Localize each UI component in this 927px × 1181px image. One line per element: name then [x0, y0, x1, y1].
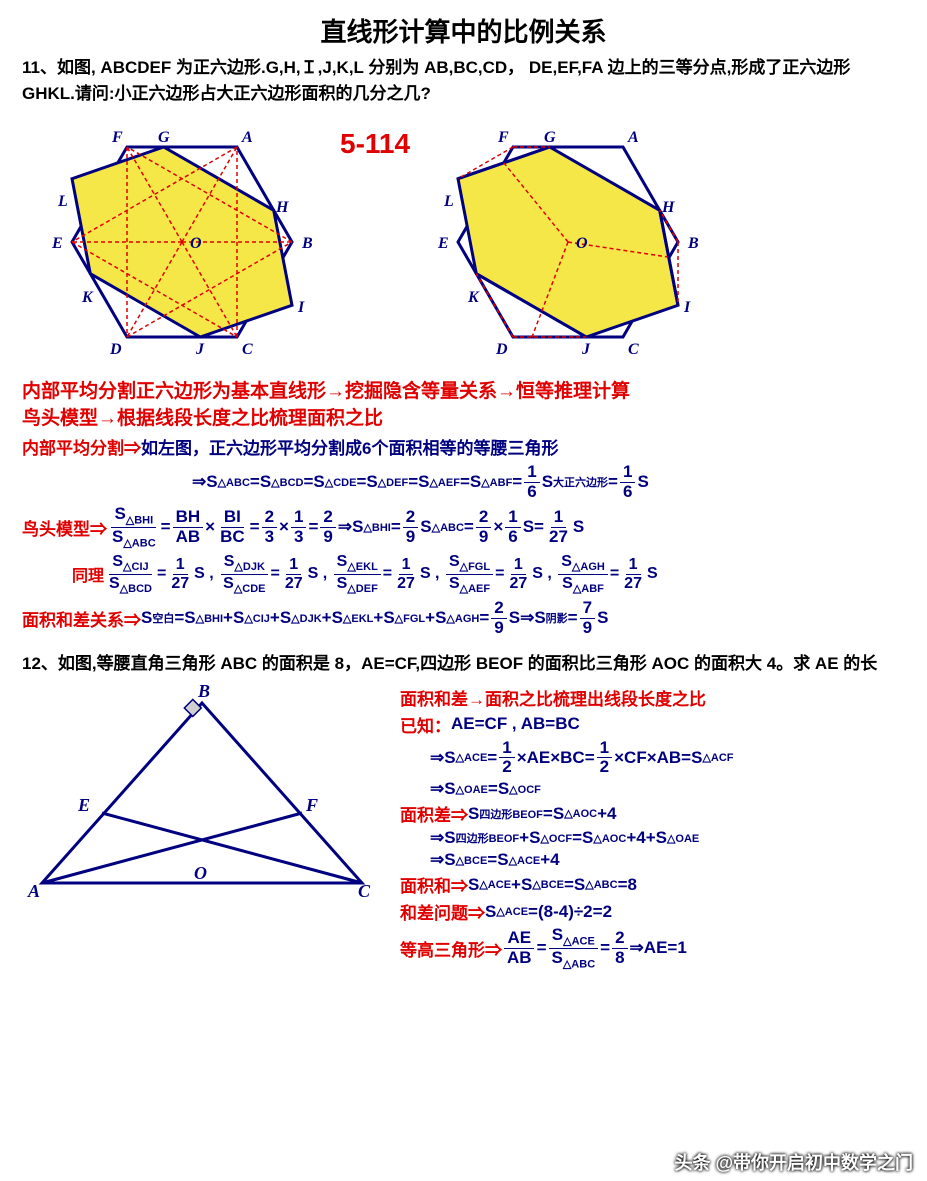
split-head: 内部平均分割⇒: [22, 434, 141, 459]
page-code: 5-114: [340, 128, 410, 160]
svg-text:D: D: [109, 341, 122, 358]
svg-text:L: L: [443, 193, 454, 210]
svg-text:C: C: [358, 881, 371, 901]
p12-l7: 面积和⇒ S△ACE +S△BCE =S△ABC =8: [400, 872, 905, 897]
p12-l8: 和差问题⇒ S△ACE =(8-4)÷2=2: [400, 899, 905, 924]
svg-text:L: L: [57, 193, 68, 210]
figure-row-11: A B C D E F G H I J K L O 5-114: [42, 112, 905, 372]
svg-text:B: B: [301, 235, 313, 252]
hexagon-left: A B C D E F G H I J K L O: [42, 112, 322, 372]
watermark: 头条 @带你开启初中数学之门: [674, 1149, 913, 1175]
svg-text:E: E: [437, 235, 449, 252]
p12-l4: ⇒S△OAE =S△OCF: [430, 779, 905, 799]
strategy-1: 内部平均分割正六边形为基本直线形→挖掘隐含等量关系→恒等推理计算: [22, 376, 905, 403]
bird-line: 鸟头模型⇒ S△BHIS△ABC = BHAB × BIBC = 23 × 13…: [22, 505, 905, 549]
svg-text:J: J: [195, 341, 205, 358]
p12-l5c: ⇒S△BCE =S△ACE+4: [430, 850, 905, 870]
svg-text:E: E: [51, 235, 63, 252]
strategy-2: 鸟头模型→根据线段长度之比梳理面积之比: [22, 403, 905, 430]
svg-text:A: A: [241, 129, 253, 146]
svg-text:D: D: [495, 341, 508, 358]
p12-l2: 已知：AE=CF , AB=BC: [400, 712, 905, 737]
svg-text:F: F: [305, 795, 318, 815]
hexagon-right: A B C D E F G H I J K L O: [428, 112, 708, 372]
svg-text:K: K: [81, 289, 94, 306]
svg-text:C: C: [628, 341, 639, 358]
svg-text:H: H: [661, 199, 675, 216]
svg-text:B: B: [197, 683, 210, 701]
p12-l9: 等高三角形⇒ AEAB = S△ACES△ABC = 28 ⇒AE=1: [400, 926, 905, 970]
svg-text:B: B: [687, 235, 699, 252]
problem-12-text: 12、如图,等腰直角三角形 ABC 的面积是 8，AE=CF,四边形 BEOF …: [22, 651, 905, 677]
p12-l5b: ⇒S四边形BEOF +S△OCF =S△AOC +4+S△OAE: [430, 828, 905, 848]
split-line: 内部平均分割⇒ 如左图，正六边形平均分割成6个面积相等的等腰三角形: [22, 434, 905, 459]
svg-text:H: H: [275, 199, 289, 216]
svg-text:A: A: [627, 129, 639, 146]
svg-text:I: I: [297, 299, 305, 316]
split-tail: 如左图，正六边形平均分割成6个面积相等的等腰三角形: [141, 434, 558, 459]
eq-six-equal: ⇒S△ABC =S△BCD =S△CDE =S△DEF =S△AEF =S△AB…: [192, 463, 905, 501]
svg-text:G: G: [544, 129, 556, 146]
svg-text:F: F: [111, 129, 123, 146]
triangle-figure: B A C E F O: [22, 683, 382, 903]
page-title: 直线形计算中的比例关系: [22, 12, 905, 49]
svg-text:J: J: [581, 341, 591, 358]
svg-text:O: O: [190, 235, 202, 252]
svg-text:O: O: [194, 863, 207, 883]
svg-text:C: C: [242, 341, 253, 358]
area-rel-line: 面积和差关系⇒ S空白 =S△BHI +S△CIJ +S△DJK +S△EKL …: [22, 599, 905, 637]
problem-12-row: B A C E F O 面积和差→面积之比梳理出线段长度之比 已知：AE=CF , …: [22, 683, 905, 972]
problem-11-text: 11、如图, ABCDEF 为正六边形.G,H,Ｉ,J,K,L 分别为 AB,B…: [22, 55, 905, 106]
problem-12-solution: 面积和差→面积之比梳理出线段长度之比 已知：AE=CF , AB=BC ⇒S△A…: [400, 683, 905, 972]
svg-text:G: G: [158, 129, 170, 146]
p12-l1: 面积和差→面积之比梳理出线段长度之比: [400, 685, 905, 710]
svg-text:K: K: [467, 289, 480, 306]
svg-text:F: F: [497, 129, 509, 146]
same-line: 同理 S△CIJS△BCD =127S , S△DJKS△CDE =127S ,…: [72, 553, 905, 595]
svg-text:E: E: [77, 795, 90, 815]
svg-text:A: A: [27, 881, 40, 901]
svg-text:I: I: [683, 299, 691, 316]
p12-l3: ⇒S△ACE= 12 ×AE×BC= 12 ×CF×AB=S△ACF: [430, 739, 905, 777]
p12-l5a: 面积差⇒ S四边形BEOF =S△AOC+4: [400, 801, 905, 826]
svg-text:O: O: [576, 235, 588, 252]
